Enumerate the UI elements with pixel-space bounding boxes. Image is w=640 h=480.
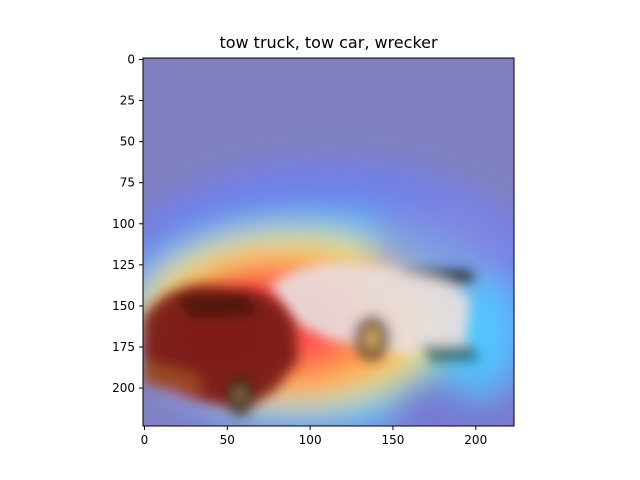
x-tick-label: 0	[141, 433, 149, 447]
x-axis: 0 50 100 150 200	[141, 426, 487, 447]
heatmap-image	[143, 58, 514, 426]
y-tick-label: 50	[120, 135, 135, 149]
y-tick-label: 100	[112, 217, 135, 231]
y-tick-label: 125	[112, 258, 135, 272]
x-tick-label: 200	[464, 433, 487, 447]
x-tick-label: 50	[220, 433, 235, 447]
y-tick-label: 75	[120, 176, 135, 190]
y-tick-label: 25	[120, 94, 135, 108]
y-tick-label: 175	[112, 340, 135, 354]
plot-title: tow truck, tow car, wrecker	[219, 33, 438, 52]
x-tick-label: 150	[381, 433, 404, 447]
y-tick-label: 200	[112, 381, 135, 395]
y-tick-label: 0	[127, 53, 135, 67]
y-tick-label: 150	[112, 299, 135, 313]
y-axis: 0 25 50 75 100 125 150 175 200	[112, 53, 143, 395]
plot-frame	[142, 57, 515, 427]
x-tick-label: 100	[299, 433, 322, 447]
